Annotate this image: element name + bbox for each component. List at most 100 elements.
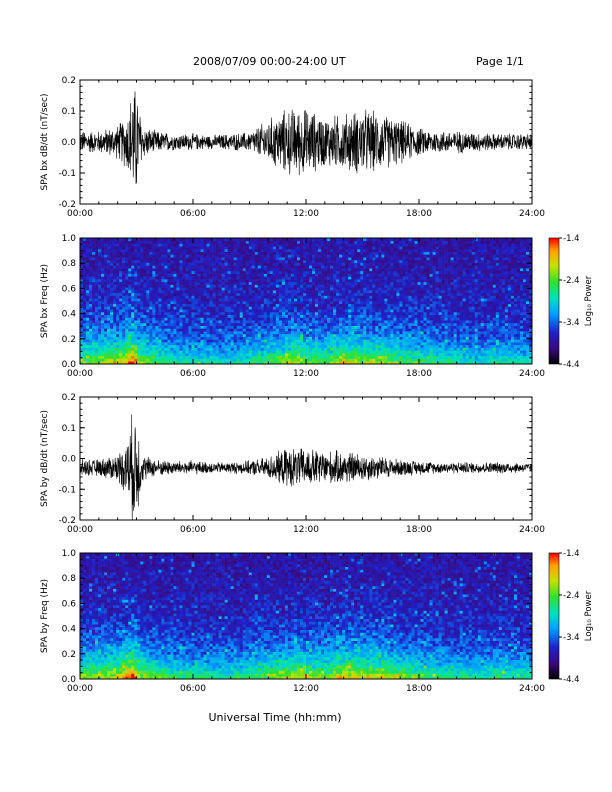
spectrogram-cell — [95, 339, 99, 343]
spectrogram-cell — [363, 290, 367, 294]
spectrogram-cell — [333, 246, 337, 250]
spectrogram-cell — [393, 240, 397, 244]
spectrogram-cell — [107, 344, 111, 348]
spectrogram-cell — [203, 301, 207, 305]
spectrogram-cell — [381, 240, 385, 244]
spectrogram-cell — [158, 361, 162, 365]
spectrogram-cell — [179, 320, 183, 324]
spectrogram-cell — [287, 251, 292, 255]
spectrogram-cell — [152, 246, 156, 250]
spectrogram-cell — [197, 292, 201, 296]
spectrogram-cell — [348, 281, 352, 285]
spectrogram-cell — [254, 265, 259, 269]
spectrogram-cell — [200, 254, 204, 258]
x-tick-label: 06:00 — [180, 209, 206, 219]
spectrogram-cell — [312, 325, 316, 329]
spectrogram-cell — [360, 292, 364, 296]
spectrogram-cell — [296, 243, 301, 247]
spectrogram-cell — [104, 259, 108, 263]
spectrogram-cell — [113, 301, 117, 305]
spectrogram-cell — [149, 311, 153, 315]
spectrogram-cell — [342, 353, 346, 357]
spectrogram-cell — [155, 287, 159, 291]
spectrogram-cell — [339, 353, 343, 357]
spectrogram-cell — [119, 276, 123, 280]
spectrogram-cell — [194, 238, 198, 242]
spectrogram-cell — [306, 238, 310, 242]
spectrogram-cell — [324, 347, 328, 351]
spectrogram-cell — [290, 336, 295, 340]
spectrogram-cell — [197, 358, 201, 362]
spectrogram-cell — [134, 325, 138, 329]
spectrogram-cell — [396, 303, 400, 307]
spectrogram-cell — [152, 292, 156, 296]
spectrogram-cell — [227, 353, 231, 357]
spectrogram-cell — [339, 303, 343, 307]
spectrogram-cell — [137, 314, 141, 318]
spectrogram-cell — [194, 317, 198, 321]
spectrogram-cell — [275, 344, 280, 348]
spectrogram-cell — [185, 322, 189, 326]
spectrogram-cell — [351, 339, 355, 343]
spectrogram-cell — [185, 350, 189, 354]
spectrogram-cell — [233, 358, 237, 362]
spectrogram-cell — [354, 292, 358, 296]
spectrogram-cell — [194, 333, 198, 337]
spectrogram-cell — [125, 350, 129, 354]
spectrogram-cell — [149, 259, 153, 263]
spectrogram-cell — [137, 268, 141, 272]
spectrogram-cell — [98, 295, 102, 299]
spectrogram-cell — [209, 284, 213, 288]
spectrogram-cell — [185, 254, 189, 258]
spectrogram-cell — [275, 254, 280, 258]
spectrogram-cell — [206, 290, 210, 294]
spectrogram-cell — [128, 306, 132, 310]
spectrogram-cell — [194, 265, 198, 269]
spectrogram-cell — [86, 361, 90, 365]
spectrogram-cell — [378, 270, 382, 274]
spectrogram-cell — [101, 243, 105, 247]
spectrogram-cell — [287, 331, 292, 335]
spectrogram-cell — [293, 262, 298, 266]
spectrogram-cell — [224, 273, 228, 277]
spectrogram-cell — [393, 336, 397, 340]
spectrogram-cell — [170, 328, 174, 332]
spectrogram-cell — [302, 290, 307, 294]
spectrogram-cell — [107, 322, 111, 326]
spectrogram-cell — [89, 320, 93, 324]
spectrogram-cell — [149, 333, 153, 337]
spectrogram-cell — [281, 311, 286, 315]
spectrogram-cell — [215, 306, 219, 310]
spectrogram-cell — [269, 306, 274, 310]
spectrogram-cell — [345, 276, 349, 280]
spectrogram-cell — [239, 243, 244, 247]
spectrogram-cell — [284, 270, 289, 274]
spectrogram-cell — [152, 309, 156, 313]
spectrogram-cell — [366, 309, 370, 313]
spectrogram-cell — [236, 268, 240, 272]
spectrogram-cell — [245, 270, 250, 274]
spectrogram-cell — [363, 344, 367, 348]
spectrogram-cell — [98, 254, 102, 258]
spectrogram-cell — [122, 279, 126, 283]
spectrogram-cell — [83, 347, 87, 351]
spectrogram-cell — [302, 347, 307, 351]
spectrogram-cell — [197, 350, 201, 354]
spectrogram-cell — [116, 311, 120, 315]
spectrogram-cell — [393, 355, 397, 359]
spectrogram-cell — [95, 287, 99, 291]
spectrogram-cell — [125, 240, 129, 244]
spectrogram-cell — [167, 311, 171, 315]
spectrogram-cell — [251, 287, 256, 291]
spectrogram-cell — [233, 268, 237, 272]
spectrogram-cell — [173, 322, 177, 326]
spectrogram-cell — [203, 358, 207, 362]
spectrogram-cell — [215, 301, 219, 305]
spectrogram-cell — [351, 353, 355, 357]
spectrogram-cell — [155, 350, 159, 354]
page-indicator: Page 1/1 — [476, 55, 524, 68]
spectrogram-cell — [185, 301, 189, 305]
spectrogram-cell — [125, 262, 129, 266]
spectrogram-cell — [221, 344, 225, 348]
spectrogram-cell — [119, 281, 123, 285]
